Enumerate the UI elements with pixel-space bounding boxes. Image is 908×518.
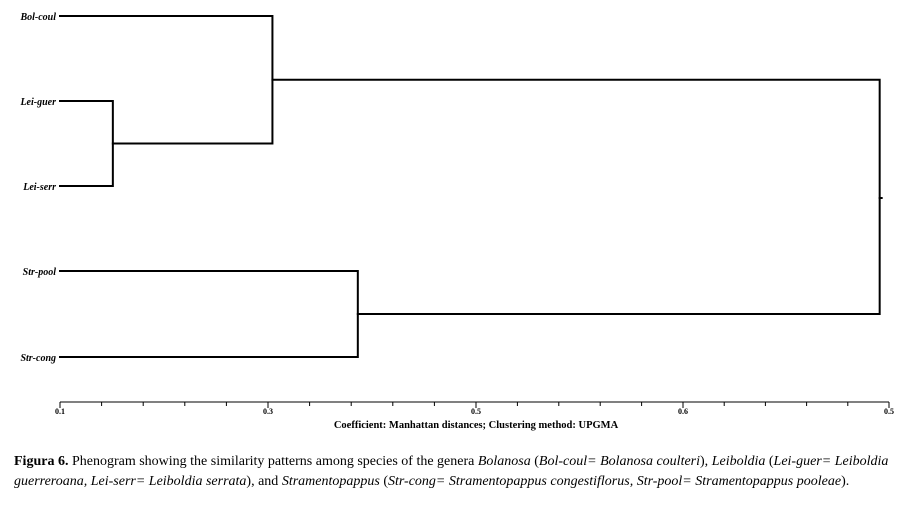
- caption-italic-segment: Bol-coul= Bolanosa coulteri: [538, 454, 701, 469]
- caption-italic-segment: Stramentopappus: [281, 473, 380, 489]
- caption-italic-segment: Str-cong= Stramentopappus congestiflorus…: [387, 473, 842, 489]
- dendrogram-branches: [59, 15, 883, 358]
- phenogram: Bol-coul Lei-guer Lei-serr Str-pool Str-cong…: [19, 12, 894, 431]
- leaf-label-bol-coul: Bol-coul: [19, 12, 56, 23]
- tick-label: 0.6: [678, 407, 688, 416]
- x-axis-ticks: [59, 402, 890, 408]
- cluster-branch-4: [271, 78, 881, 315]
- caption-label: Figura 6.: [14, 454, 69, 469]
- caption-segment: (: [379, 473, 388, 489]
- caption-segment: Phenogram showing the similarity pattern…: [68, 454, 478, 469]
- caption-italic-segment: Leiboldia: [711, 454, 766, 469]
- caption-segment: ), and: [246, 473, 282, 489]
- caption-segment: ),: [700, 454, 712, 469]
- tick-label: 0.5: [884, 407, 894, 416]
- cluster-branch-1: [59, 100, 114, 187]
- cluster-branch-2: [59, 15, 274, 145]
- x-axis-title: Coefficient: Manhattan distances; Cluste…: [334, 420, 619, 431]
- caption-text: Phenogram showing the similarity pattern…: [14, 454, 888, 489]
- cluster-branch-3: [59, 270, 359, 358]
- x-axis-tick-labels: 0.1 0.3 0.5 0.6 0.5: [55, 407, 894, 416]
- caption-segment: (: [530, 454, 539, 469]
- leaf-label-str-cong: Str-cong: [20, 353, 56, 364]
- tick-label: 0.1: [55, 407, 65, 416]
- leaf-label-lei-serr: Lei-serr: [22, 182, 56, 193]
- caption-italic-segment: Lei-guer= Leiboldia guerreroana, Lei-ser…: [14, 454, 889, 489]
- leaf-label-lei-guer: Lei-guer: [19, 97, 56, 108]
- caption-segment: (: [765, 454, 774, 469]
- figure-caption: Figura 6. Phenogram showing the similari…: [14, 452, 899, 491]
- leaf-label-str-pool: Str-pool: [23, 267, 57, 278]
- tick-label: 0.5: [471, 407, 481, 416]
- caption-segment: ).: [841, 473, 850, 489]
- caption-italic-segment: Bolanosa: [477, 454, 531, 469]
- leaf-labels: Bol-coul Lei-guer Lei-serr Str-pool Str-cong: [19, 12, 56, 364]
- tick-label: 0.3: [263, 407, 273, 416]
